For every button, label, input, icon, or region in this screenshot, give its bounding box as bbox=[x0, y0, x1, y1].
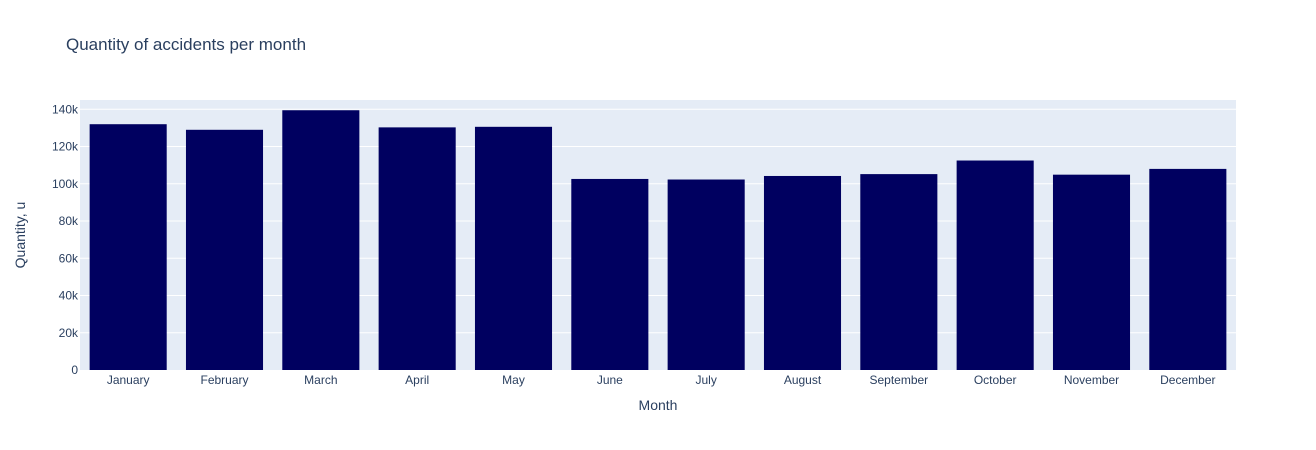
bar-november bbox=[1052, 174, 1131, 370]
x-tick-label: August bbox=[784, 373, 822, 387]
x-tick-label: April bbox=[405, 373, 429, 387]
bar-october bbox=[956, 160, 1034, 370]
y-tick-label: 60k bbox=[59, 251, 79, 265]
y-tick-label: 80k bbox=[59, 214, 79, 228]
bar-february bbox=[185, 129, 264, 370]
y-tick-label: 140k bbox=[52, 102, 79, 116]
y-tick-label: 0 bbox=[71, 363, 78, 377]
y-tick-label: 40k bbox=[59, 289, 79, 303]
x-tick-label: November bbox=[1064, 373, 1119, 387]
bar-april bbox=[378, 127, 456, 371]
bars bbox=[89, 110, 1227, 371]
x-tick-label: September bbox=[869, 373, 928, 387]
bar-may bbox=[474, 126, 553, 371]
y-axis-title: Quantity, u bbox=[12, 202, 28, 269]
bar-september bbox=[860, 174, 938, 370]
y-tick-label: 120k bbox=[52, 140, 79, 154]
x-tick-label: January bbox=[107, 373, 150, 387]
y-tick-label: 20k bbox=[59, 326, 79, 340]
x-tick-label: June bbox=[597, 373, 623, 387]
y-tick-label: 100k bbox=[52, 177, 79, 191]
x-tick-label: May bbox=[502, 373, 525, 387]
gridlines bbox=[80, 108, 1236, 334]
bar-august bbox=[763, 175, 842, 370]
x-axis-ticks: January February March April May June July Augu… bbox=[107, 373, 1216, 387]
bar-march bbox=[282, 110, 360, 370]
x-tick-label: February bbox=[200, 373, 248, 387]
x-tick-label: October bbox=[974, 373, 1017, 387]
bar-june bbox=[571, 178, 649, 370]
x-tick-label: March bbox=[304, 373, 337, 387]
bar-july bbox=[667, 179, 745, 370]
y-axis-ticks: 0 20k 40k 60k 80k 100k 120k 140k bbox=[52, 102, 79, 377]
x-tick-label: December bbox=[1160, 373, 1215, 387]
bar-december bbox=[1149, 168, 1227, 370]
x-tick-label: July bbox=[695, 373, 716, 387]
bar-january bbox=[89, 124, 167, 370]
chart-title: Quantity of accidents per month bbox=[66, 35, 306, 54]
plot-area bbox=[80, 100, 1236, 370]
x-axis-title: Month bbox=[639, 397, 678, 413]
